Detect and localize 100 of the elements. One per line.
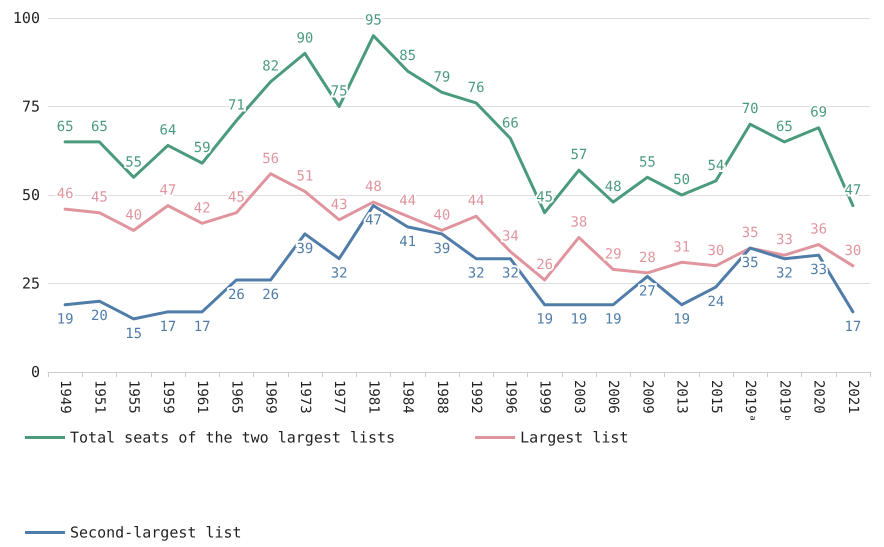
data-label: 39 bbox=[433, 240, 450, 257]
x-tick-label: 1949 bbox=[57, 380, 74, 414]
data-label: 76 bbox=[468, 80, 485, 96]
data-label: 26 bbox=[228, 286, 245, 303]
x-tick-label: 1988 bbox=[434, 380, 450, 414]
x-tick-label: 1961 bbox=[194, 380, 210, 414]
data-label: 48 bbox=[604, 179, 622, 196]
data-label: 43 bbox=[330, 196, 348, 213]
data-label: 33 bbox=[776, 232, 793, 248]
data-label: 26 bbox=[262, 286, 280, 303]
y-tick-label: 0 bbox=[30, 363, 40, 381]
x-tick-label: 2015 bbox=[708, 380, 724, 414]
data-label: 27 bbox=[638, 283, 656, 300]
data-label: 44 bbox=[399, 193, 416, 210]
x-tick-label: 1969 bbox=[262, 380, 279, 414]
y-tick-label: 25 bbox=[22, 274, 40, 292]
data-label: 56 bbox=[262, 150, 280, 167]
x-tick-label: 1984 bbox=[400, 380, 416, 414]
data-label: 34 bbox=[502, 228, 519, 245]
x-tick-label: 2019ᵇ bbox=[776, 380, 792, 422]
data-label: 71 bbox=[228, 98, 245, 114]
x-tick-label: 1977 bbox=[331, 380, 348, 414]
data-label: 69 bbox=[810, 104, 828, 121]
data-label: 17 bbox=[194, 318, 211, 335]
data-label: 51 bbox=[296, 168, 314, 184]
data-label: 17 bbox=[844, 318, 862, 335]
data-label: 19 bbox=[56, 312, 74, 328]
data-label: 45 bbox=[90, 190, 108, 206]
legend-label: Total seats of the two largest lists bbox=[70, 428, 396, 446]
x-tick-label: 1999 bbox=[536, 380, 553, 414]
data-label: 42 bbox=[194, 200, 211, 216]
data-label: 65 bbox=[56, 118, 74, 135]
legend-label: Second-largest list bbox=[70, 524, 242, 542]
data-label: 82 bbox=[262, 58, 280, 75]
legend-label: Largest list bbox=[520, 428, 628, 446]
data-label: 90 bbox=[296, 30, 314, 46]
data-label: 19 bbox=[604, 312, 622, 328]
data-label: 35 bbox=[742, 225, 759, 242]
x-tick-label: 2021 bbox=[844, 380, 861, 414]
data-label: 65 bbox=[776, 118, 793, 135]
x-tick-label: 2020 bbox=[810, 380, 827, 414]
data-label: 39 bbox=[296, 240, 314, 257]
data-label: 44 bbox=[468, 193, 485, 210]
data-label: 31 bbox=[673, 239, 690, 256]
data-label: 19 bbox=[673, 312, 690, 328]
y-tick-label: 75 bbox=[22, 98, 40, 116]
data-label: 70 bbox=[742, 101, 759, 118]
x-tick-label: 2013 bbox=[674, 380, 690, 414]
data-label: 45 bbox=[228, 190, 245, 206]
data-label: 35 bbox=[742, 255, 759, 272]
data-label: 24 bbox=[707, 294, 724, 310]
data-label: 64 bbox=[159, 122, 176, 138]
data-label: 20 bbox=[90, 308, 108, 324]
x-tick-label: 1951 bbox=[91, 380, 108, 414]
data-label: 19 bbox=[570, 312, 588, 328]
data-label: 40 bbox=[433, 207, 450, 224]
data-label: 26 bbox=[536, 256, 554, 273]
x-tick-label: 1996 bbox=[502, 380, 518, 414]
data-label: 32 bbox=[502, 266, 519, 282]
data-label: 15 bbox=[125, 326, 142, 342]
x-tick-label: 2006 bbox=[605, 380, 622, 414]
data-label: 54 bbox=[707, 158, 724, 174]
x-tick-label: 2019ᵃ bbox=[742, 380, 758, 422]
data-label: 32 bbox=[468, 266, 485, 282]
data-label: 85 bbox=[399, 48, 416, 64]
data-label: 17 bbox=[159, 318, 176, 335]
data-label: 36 bbox=[810, 222, 828, 238]
data-label: 41 bbox=[399, 234, 416, 250]
data-label: 19 bbox=[536, 312, 554, 328]
x-tick-label: 2009 bbox=[639, 380, 656, 414]
x-tick-label: 1955 bbox=[126, 380, 142, 414]
data-label: 40 bbox=[125, 207, 142, 224]
data-label: 30 bbox=[844, 242, 862, 259]
data-label: 48 bbox=[364, 179, 382, 196]
data-label: 66 bbox=[502, 115, 519, 132]
x-tick-label: 2003 bbox=[570, 380, 587, 414]
data-label: 50 bbox=[673, 172, 690, 188]
data-label: 32 bbox=[330, 266, 348, 282]
y-tick-label: 50 bbox=[22, 186, 40, 204]
x-tick-label: 1973 bbox=[296, 380, 313, 414]
data-label: 32 bbox=[776, 266, 793, 282]
x-tick-label: 1965 bbox=[228, 380, 244, 414]
data-label: 29 bbox=[604, 246, 622, 262]
data-label: 57 bbox=[570, 147, 588, 164]
data-label: 38 bbox=[570, 214, 588, 230]
data-label: 55 bbox=[638, 154, 656, 170]
data-label: 30 bbox=[707, 242, 724, 259]
data-label: 95 bbox=[364, 12, 382, 29]
data-label: 47 bbox=[364, 212, 382, 229]
y-tick-label: 100 bbox=[12, 9, 40, 27]
x-tick-label: 1992 bbox=[468, 380, 484, 414]
data-label: 65 bbox=[90, 118, 108, 135]
x-tick-label: 1959 bbox=[160, 380, 176, 414]
data-label: 79 bbox=[433, 69, 450, 86]
data-label: 59 bbox=[194, 140, 211, 156]
data-label: 46 bbox=[56, 186, 74, 202]
data-label: 55 bbox=[125, 154, 142, 170]
data-label: 28 bbox=[638, 250, 656, 266]
x-tick-label: 1981 bbox=[365, 380, 382, 414]
data-label: 47 bbox=[159, 182, 176, 199]
